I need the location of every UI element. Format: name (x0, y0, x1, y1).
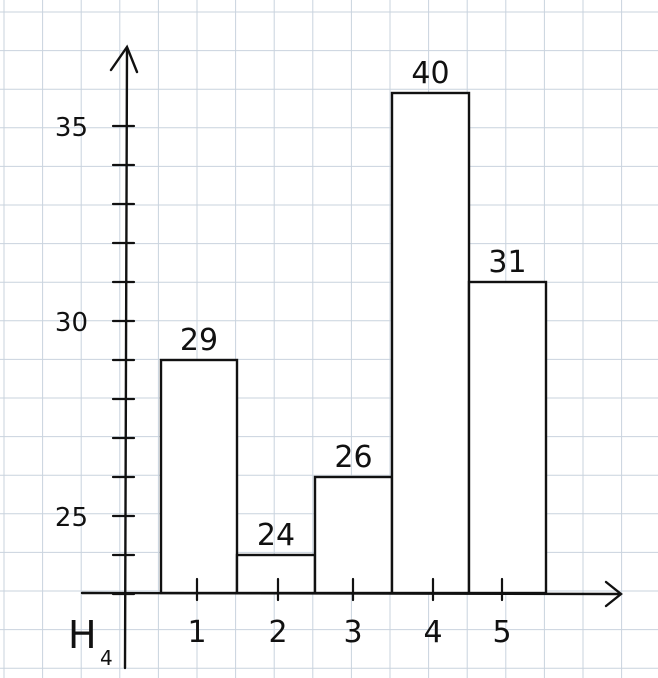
x-axis (80, 591, 620, 596)
y-axis-name-subscript: 4 (100, 646, 113, 670)
y-tick-label: 25 (55, 503, 88, 533)
y-tick-label: 30 (55, 308, 88, 338)
x-tick-label: 3 (343, 615, 362, 650)
bar-5 (467, 280, 548, 595)
x-tick-label: 4 (423, 615, 442, 650)
bar-2 (235, 553, 317, 595)
x-tick-label: 1 (187, 615, 206, 650)
x-axis-arrow-icon (604, 580, 623, 608)
x-tick-label: 2 (268, 615, 287, 650)
y-ticks (111, 124, 136, 596)
data-label: 31 (488, 245, 526, 280)
labels: 25 30 35 29 1 24 2 26 3 40 4 31 5 (55, 56, 527, 650)
bars (159, 91, 548, 595)
bar-3 (313, 475, 394, 595)
x-tick-label: 5 (492, 615, 511, 650)
data-label: 40 (411, 56, 449, 91)
bar-4 (390, 91, 471, 595)
y-axis-name: H (68, 613, 97, 657)
bar-1 (159, 358, 239, 595)
y-axis (123, 46, 129, 670)
data-label: 26 (334, 440, 372, 475)
y-axis-arrow-icon (109, 44, 139, 74)
y-tick-label: 35 (55, 113, 88, 143)
x-ticks (195, 577, 504, 602)
data-label: 29 (180, 323, 218, 358)
data-label: 24 (257, 518, 295, 553)
axes (80, 44, 623, 670)
